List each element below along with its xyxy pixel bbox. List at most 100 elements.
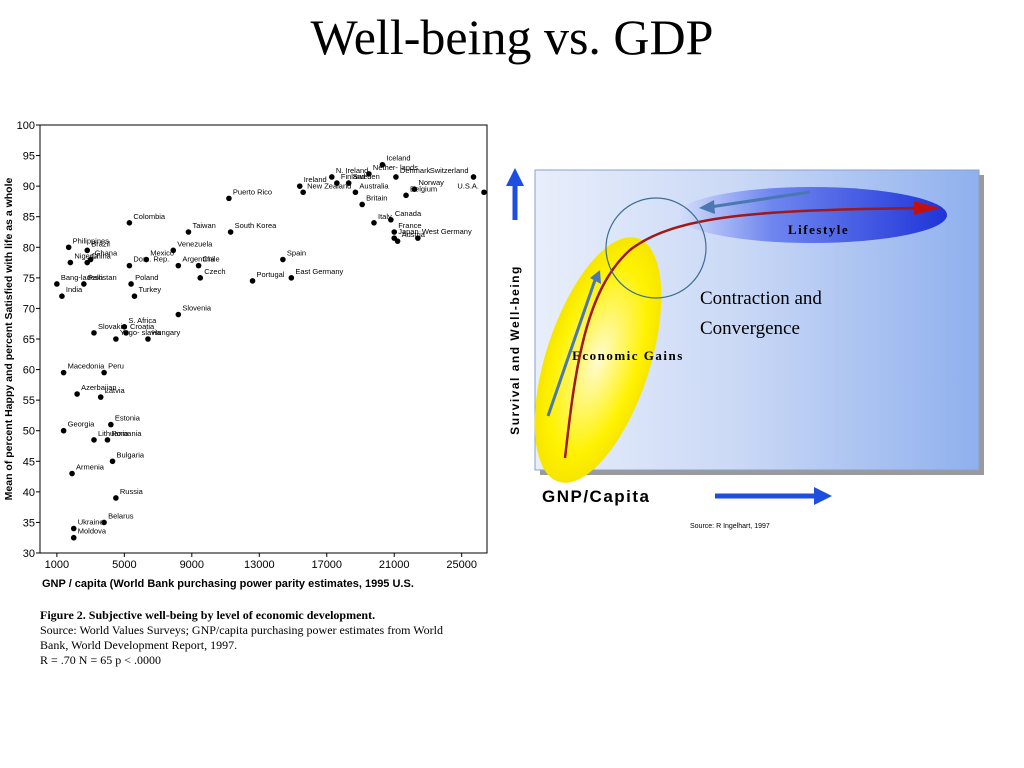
data-point: [391, 229, 398, 235]
x-axis-label: GNP / capita (World Bank purchasing powe…: [42, 578, 414, 590]
point-label: Pakistan: [88, 273, 117, 282]
y-axis-ticks: 30 35 40 45 50 55 60 65 70 75 80 85 90 95 100: [17, 120, 40, 560]
y-tick-label: 95: [23, 151, 35, 163]
point-label: Britain: [366, 193, 387, 202]
point-label: Hungary: [152, 328, 181, 337]
y-tick-label: 70: [23, 303, 35, 315]
caption-line-2: Bank, World Development Report, 1997.: [40, 638, 238, 652]
data-point: [84, 259, 91, 266]
conceptual-chart: Lifestyle Economic Gains Survival and We…: [506, 168, 984, 530]
data-point: [403, 192, 409, 199]
point-label: Italy: [378, 212, 392, 221]
data-point: [123, 330, 129, 336]
caption-figure-label: Figure 2. Subjective well-being by level…: [40, 608, 376, 622]
x-axis-ticks: 1000 5000 9000 13000 17000 21000 25000: [45, 553, 477, 571]
point-label: Venezuela: [177, 239, 213, 248]
point-label: Sweden: [353, 172, 380, 181]
data-point: [108, 421, 114, 428]
point-label: Estonia: [115, 414, 141, 423]
x-tick-label: 5000: [112, 559, 136, 571]
economic-gains-label: Economic Gains: [572, 348, 684, 363]
data-point: [74, 391, 80, 397]
convergence-callout: Contraction and Convergence: [700, 284, 822, 344]
data-point: [104, 437, 111, 443]
y-tick-label: 90: [23, 181, 35, 193]
data-point: [185, 229, 192, 235]
point-label: Colombia: [133, 212, 166, 221]
point-label: Philippines: [73, 236, 110, 245]
data-point: [227, 229, 234, 235]
point-label: Turkey: [138, 285, 161, 294]
economic-gains-region: [534, 237, 662, 483]
point-label: Dom. Rep.: [133, 255, 169, 264]
data-point: [97, 394, 104, 400]
y-tick-label: 55: [23, 395, 35, 407]
x-tick-label: 17000: [311, 559, 342, 571]
data-point: [131, 293, 138, 299]
point-label: Norway: [418, 178, 444, 187]
slide-title: Well-being vs. GDP: [310, 9, 714, 65]
data-point: [113, 336, 119, 342]
point-label: Slovenia: [182, 304, 212, 313]
concept-y-label: Survival and Well-being: [508, 265, 522, 435]
growth-arrowhead: [590, 270, 601, 284]
y-tick-label: 100: [17, 120, 35, 132]
data-point: [481, 189, 487, 196]
data-point: [70, 525, 77, 532]
point-label: New Zealand: [307, 181, 351, 190]
data-point: [359, 201, 365, 208]
point-label: Portugal: [257, 270, 285, 279]
y-tick-label: 75: [23, 273, 35, 285]
point-label: Argentina: [182, 255, 215, 264]
caption-line-3: R = .70 N = 65 p < .0000: [40, 653, 161, 667]
point-label: S. Africa: [128, 316, 157, 325]
data-point: [101, 369, 107, 376]
data-point: [379, 161, 386, 168]
point-label: China: [91, 252, 111, 261]
y-tick-label: 35: [23, 517, 35, 529]
point-label: Macedonia: [68, 362, 106, 371]
point-label: Chile: [203, 255, 220, 264]
caption-line-1: Source: World Values Surveys; GNP/capita…: [40, 623, 443, 637]
data-point: [69, 470, 75, 477]
point-label: Lithuania: [98, 429, 129, 438]
point-label: Spain: [287, 249, 306, 258]
data-point: [60, 427, 67, 434]
data-point: [415, 235, 421, 241]
point-label: Latvia: [105, 386, 126, 395]
data-point: [91, 330, 97, 336]
point-label: France: [398, 221, 421, 230]
data-point: [84, 247, 91, 254]
data-point: [59, 293, 65, 299]
lifestyle-arrowhead: [699, 200, 715, 214]
data-point: [91, 437, 97, 443]
y-tick-label: 45: [23, 456, 35, 468]
data-point: [226, 195, 232, 202]
data-point: [197, 275, 204, 281]
data-point: [394, 238, 401, 244]
data-point: [352, 189, 359, 196]
data-point: [175, 311, 182, 318]
data-point: [113, 495, 119, 501]
y-tick-label: 60: [23, 365, 35, 377]
point-label: East Germany: [295, 267, 343, 276]
callout-line-1: Contraction and: [700, 288, 822, 309]
y-tick-label: 40: [23, 487, 35, 499]
data-point: [371, 220, 377, 226]
point-label: Croatia: [130, 322, 155, 331]
wellbeing-curve: [563, 206, 921, 459]
point-label: Iceland: [386, 154, 410, 163]
point-label: Czech: [204, 267, 225, 276]
point-label: Georgia: [68, 420, 96, 429]
point-label: Brazil: [91, 239, 110, 248]
y-tick-label: 30: [23, 548, 35, 560]
data-point: [145, 336, 151, 342]
data-point: [388, 216, 394, 223]
concept-x-label: GNP/Capita: [542, 487, 651, 506]
point-label: Romania: [111, 429, 142, 438]
y-tick-label: 80: [23, 242, 35, 254]
point-label: Taiwan: [192, 221, 215, 230]
point-label: Peru: [108, 362, 124, 371]
data-point: [175, 262, 182, 269]
data-point: [300, 189, 306, 196]
